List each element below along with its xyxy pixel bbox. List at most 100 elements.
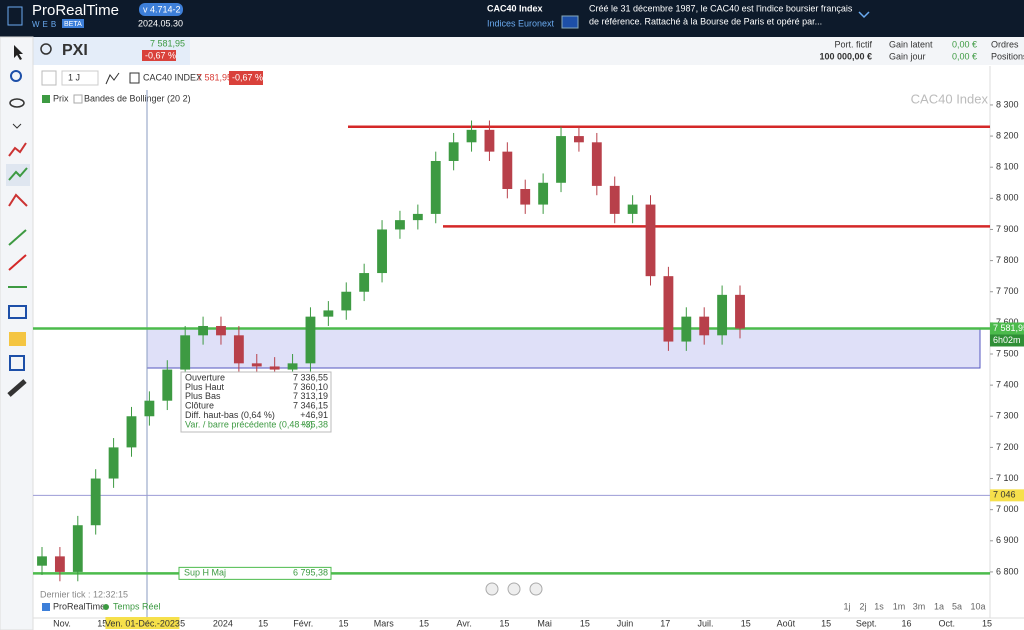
x-tick-label: 15 [339,618,349,628]
timeframe-button[interactable]: 1j [843,601,850,611]
chart-change: -0,67 % [232,72,263,82]
candle-body [90,478,101,526]
y-tick-label: 7 000 [996,504,1019,514]
market: Indices Euronext [487,18,555,28]
expand-button[interactable] [858,11,870,19]
channel-tool[interactable] [8,193,28,207]
text-tool[interactable] [9,355,25,371]
zoom-out-button[interactable] [507,582,521,596]
more-tool[interactable] [12,123,22,129]
timeframe-button[interactable]: 3m [913,601,926,611]
version-pill[interactable] [139,3,183,16]
legend-entry[interactable]: Prix [53,93,69,103]
footer-brand: ProRealTime [53,601,105,611]
legend-swatch [73,94,83,104]
legend-swatch [42,95,50,103]
edition: WEB [32,20,59,29]
tooltip-value: 7 336,55 [293,372,328,382]
timeframe-button[interactable]: 5a [952,601,962,611]
nav-buttons [485,582,543,596]
reset-button[interactable] [485,582,499,596]
period-select[interactable] [61,70,99,86]
candle-body [556,136,566,183]
zoom-in-button[interactable] [529,582,543,596]
watermark: CAC40 Index [911,91,989,106]
pointer-tool[interactable] [14,45,23,60]
plot: 6 800 6 900 7 000 7 100 7 200 7 300 7 400 7 500… [33,90,1024,629]
y-tick-label: 7 700 [996,286,1019,296]
price-tag [990,489,1024,502]
x-tick-label: Ven. 01-Déc.-2023 [105,618,180,628]
y-tick-label: 8 000 [996,193,1019,203]
timeframe-button[interactable]: 1m [893,601,906,611]
x-tick-label: Sept. [856,618,877,628]
timeframe-button[interactable]: 2j [859,601,866,611]
y-tick-label: 6 800 [996,566,1019,576]
brand: ProRealTime [32,2,119,19]
price-tool[interactable] [9,332,26,346]
x-tick-label: Nov. [53,618,71,628]
y-tick-label: 7 500 [996,348,1019,358]
chart-change-badge [229,71,263,85]
candle-body [54,556,65,572]
legend-entry[interactable]: Bandes de Bollinger (20 2) [84,93,191,103]
price-tag-label: 7 581,95 [993,323,1024,333]
candle-body [681,316,692,342]
gain-value: 0,00 € [952,39,977,49]
candle-body [341,291,352,311]
candle-body [466,129,477,143]
draw-tool[interactable] [8,142,27,157]
timeframe-button[interactable]: 10a [970,601,985,611]
tooltip-value: +35,38 [300,419,328,429]
candle-body [591,142,602,186]
settings-button[interactable] [41,70,57,86]
zoom-tool[interactable] [10,70,22,82]
info-icon[interactable] [129,72,140,84]
x-tick-label: Mai [537,618,552,628]
tooltip-label: Diff. haut-bas (0,64 %) [185,410,275,420]
timer-label: 6h02m [993,335,1021,345]
chart-price: 7 581,95 [197,72,232,82]
rect-tool[interactable] [8,305,27,319]
x-tick-label: Févr. [293,618,313,628]
line-tool[interactable] [8,229,27,246]
version: v 4.714-2 [143,4,181,14]
orders-link[interactable]: Ordres [991,39,1019,49]
ruler-tool[interactable] [7,379,27,397]
candle-body [359,273,370,292]
candle-body [574,136,584,143]
tooltip-value: 7 313,19 [293,391,328,401]
symbol: PXI [62,42,88,59]
view-tool[interactable] [9,98,25,108]
last-tick: Dernier tick : 12:32:15 [40,589,128,599]
candle-body [108,447,119,479]
candle-body [305,316,316,364]
account-label: Port. fictif [834,39,872,49]
candle-body [144,400,155,417]
candle-body [287,363,298,370]
chart-name: CAC40 INDEX [143,72,202,82]
timeframe-button[interactable]: 1a [934,601,944,611]
tooltip-value: +46,91 [300,410,328,420]
chart-type[interactable] [105,72,120,85]
candle-body [717,294,728,336]
x-tick-label: Juil. [697,618,713,628]
tooltip-value: 7 360,10 [293,382,328,392]
beta-badge [62,19,84,28]
timeframe-button[interactable]: 1s [874,601,884,611]
tooltip [180,371,332,433]
beta: BETA [64,21,82,28]
y-tick-label: 7 600 [996,317,1019,327]
description: de référence. Rattaché à la Bourse de Pa… [589,16,822,26]
line-tool[interactable] [8,254,27,271]
feed-dot [103,604,109,610]
positions-link[interactable]: Positions [991,51,1024,61]
y-tick-label: 8 100 [996,162,1019,172]
x-tick-label: Août [777,618,796,628]
candle-body [645,204,656,277]
candle-body [735,294,745,329]
candle-body [162,369,173,401]
x-tick-label: Juin [617,618,634,628]
